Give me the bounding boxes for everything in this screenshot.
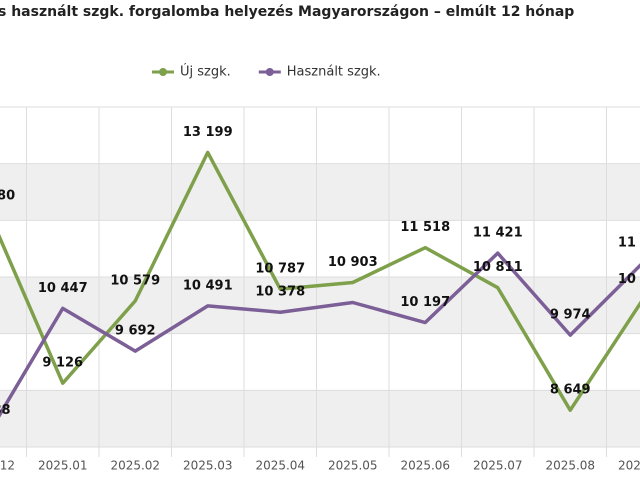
grid-band (0, 390, 640, 447)
data-label: 10 600 (618, 272, 640, 287)
x-tick-label: 2024.12 (0, 459, 15, 473)
grid-band (0, 163, 640, 221)
data-label: 12 080 (0, 188, 15, 203)
data-label: 13 199 (183, 125, 233, 140)
legend-marker (159, 68, 167, 76)
chart-title: s használt szgk. forgalomba helyezés Mag… (0, 4, 574, 20)
series-line (0, 150, 640, 412)
x-tick-label: 2025.03 (183, 459, 233, 473)
x-tick-label: 2025.08 (545, 459, 595, 473)
data-label: 10 903 (328, 255, 378, 270)
data-label: 10 579 (110, 273, 160, 288)
x-tick-label: 2025.06 (400, 459, 450, 473)
x-tick-label: 2025.01 (38, 459, 88, 473)
data-label: 8 649 (550, 383, 591, 398)
data-label: 11 518 (400, 220, 450, 235)
data-label: 10 787 (255, 262, 305, 277)
data-label: 11 250 (618, 235, 640, 250)
data-label: 10 197 (400, 295, 450, 310)
x-tick-label: 2025.09 (618, 459, 640, 473)
legend-marker (265, 68, 274, 76)
x-tick-label: 2025.04 (255, 459, 305, 473)
legend: Új szgk. Használt szgk. (152, 64, 381, 80)
x-tick-label: 2025.05 (328, 459, 378, 473)
data-label: 9 126 (42, 356, 83, 371)
legend-label: Új szgk. (180, 64, 231, 80)
series-line (0, 251, 640, 418)
data-label: 9 692 (115, 324, 156, 339)
data-label: 8 288 (0, 403, 11, 418)
legend-label: Használt szgk. (287, 65, 381, 80)
data-label: 9 974 (550, 308, 591, 323)
data-label: 10 378 (255, 285, 305, 300)
data-label: 11 421 (473, 226, 523, 241)
data-label: 10 811 (473, 260, 523, 275)
data-label: 10 491 (183, 278, 233, 293)
x-tick-label: 2025.02 (110, 459, 160, 473)
data-label: 10 447 (38, 281, 88, 296)
x-tick-label: 2025.07 (473, 459, 523, 473)
